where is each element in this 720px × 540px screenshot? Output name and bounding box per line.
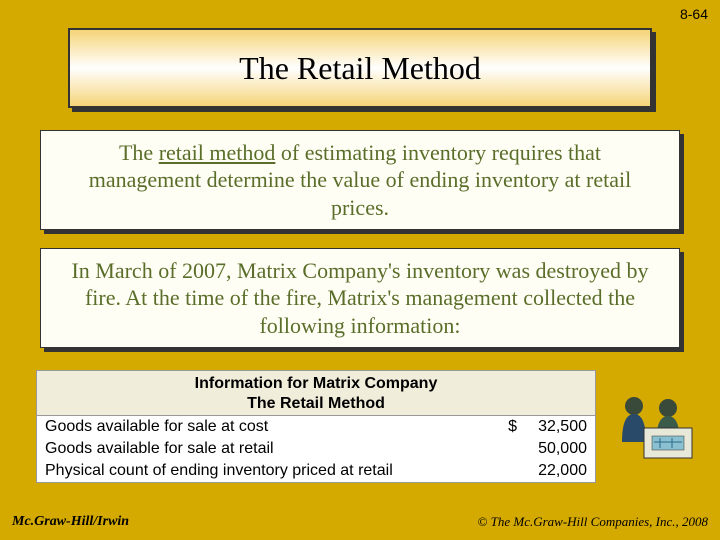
description-text: The retail method of estimating inventor… [61,139,659,222]
page-number: 8-64 [680,6,708,22]
people-graphic-icon [610,392,698,462]
table-cell-label: Goods available for sale at cost [45,418,491,436]
slide-title: The Retail Method [239,50,481,87]
table-cell-value: 32,500 [517,418,587,436]
table-header: Information for Matrix Company The Retai… [37,371,595,416]
table-cell-label: Physical count of ending inventory price… [45,462,491,480]
example-text: In March of 2007, Matrix Company's inven… [65,257,655,340]
description-box: The retail method of estimating inventor… [40,130,680,230]
table-row: Physical count of ending inventory price… [37,460,595,482]
table-cell-value: 22,000 [517,462,587,480]
table-cell-currency [491,440,517,458]
table-row: Goods available for sale at cost $ 32,50… [37,416,595,438]
info-table: Information for Matrix Company The Retai… [36,370,596,483]
desc-pre: The [119,140,159,165]
table-cell-value: 50,000 [517,440,587,458]
footer-copyright: © The Mc.Graw-Hill Companies, Inc., 2008 [478,514,709,530]
footer-publisher: Mc.Graw-Hill/Irwin [12,514,129,530]
title-box: The Retail Method [68,28,652,108]
table-row: Goods available for sale at retail 50,00… [37,438,595,460]
table-header-line2: The Retail Method [37,394,595,414]
table-cell-label: Goods available for sale at retail [45,440,491,458]
table-cell-currency [491,462,517,480]
table-cell-currency: $ [491,418,517,436]
example-box: In March of 2007, Matrix Company's inven… [40,248,680,348]
desc-underlined: retail method [159,140,276,165]
table-header-line1: Information for Matrix Company [37,374,595,394]
